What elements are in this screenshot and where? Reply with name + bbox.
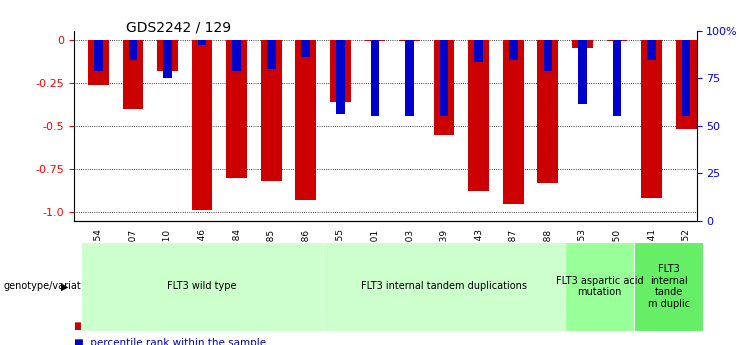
Bar xyxy=(296,40,316,200)
Bar xyxy=(94,40,102,71)
Bar xyxy=(365,40,385,41)
Bar xyxy=(474,40,483,62)
Text: FLT3
internal
tande
m duplic: FLT3 internal tande m duplic xyxy=(648,264,690,309)
Text: FLT3 aspartic acid
mutation: FLT3 aspartic acid mutation xyxy=(556,276,643,297)
Bar xyxy=(122,40,143,109)
Bar xyxy=(163,40,172,78)
Bar xyxy=(128,40,137,60)
Bar xyxy=(399,40,420,41)
Bar xyxy=(503,40,524,204)
Bar xyxy=(405,40,413,116)
Text: ■  log10 ratio: ■ log10 ratio xyxy=(74,321,147,331)
Bar xyxy=(157,40,178,71)
Text: FLT3 wild type: FLT3 wild type xyxy=(167,282,237,291)
Bar xyxy=(543,40,552,71)
Bar xyxy=(370,40,379,116)
Bar xyxy=(226,40,247,178)
Text: genotype/variation: genotype/variation xyxy=(4,282,96,291)
Bar xyxy=(537,40,558,183)
Bar xyxy=(302,40,310,57)
Bar xyxy=(676,40,697,129)
Bar xyxy=(88,40,109,85)
Bar xyxy=(641,40,662,198)
Bar xyxy=(192,40,213,210)
Bar xyxy=(613,40,621,116)
Bar xyxy=(336,40,345,114)
Bar xyxy=(232,40,241,71)
Bar xyxy=(509,40,517,60)
Bar xyxy=(647,40,656,60)
Bar xyxy=(267,40,276,69)
Text: FLT3 internal tandem duplications: FLT3 internal tandem duplications xyxy=(361,282,527,291)
Bar xyxy=(330,40,350,102)
Text: ▶: ▶ xyxy=(61,282,68,291)
Bar xyxy=(607,40,628,41)
Bar xyxy=(578,40,587,104)
Bar xyxy=(468,40,489,191)
Text: ■  percentile rank within the sample: ■ percentile rank within the sample xyxy=(74,338,266,345)
Bar xyxy=(439,40,448,116)
Bar xyxy=(433,40,454,135)
Bar xyxy=(682,40,691,116)
Text: GDS2242 / 129: GDS2242 / 129 xyxy=(126,21,231,35)
Bar xyxy=(572,40,593,48)
Bar xyxy=(261,40,282,181)
Bar xyxy=(198,40,206,45)
